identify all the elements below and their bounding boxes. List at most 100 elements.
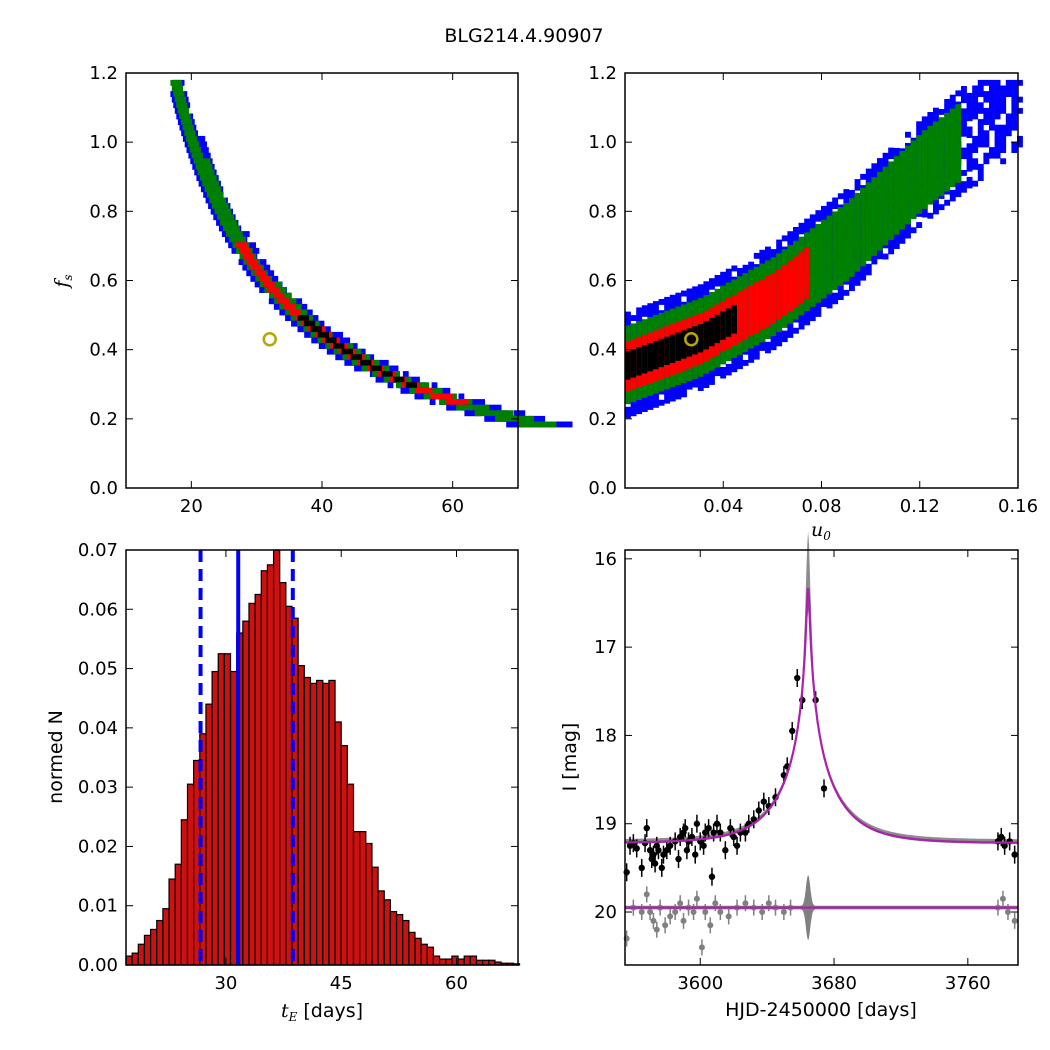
density-cell-green [888, 234, 895, 241]
density-cell-green [405, 376, 412, 383]
density-cell-blue [725, 369, 732, 376]
density-cell-green [804, 232, 811, 239]
density-cell-green [849, 243, 855, 249]
density-cell-red [787, 277, 794, 284]
density-cell-blue [977, 141, 984, 148]
density-cell-black [686, 328, 693, 335]
density-cell-green [843, 264, 850, 271]
density-cell-blue [994, 141, 1001, 148]
density-cell-green [251, 270, 257, 277]
y-tick-label: 1.2 [588, 63, 617, 84]
figure-title: BLG214.4.90907 [444, 25, 603, 47]
density-cell-red [781, 298, 788, 305]
density-cell-black [641, 345, 648, 351]
density-cell-black [658, 355, 665, 362]
density-cell-blue [709, 283, 715, 290]
density-cell-blue [955, 90, 962, 97]
density-cell-blue [653, 390, 659, 397]
residual-point [690, 909, 697, 916]
density-cell-green [826, 282, 833, 289]
density-cell-blue [184, 141, 191, 148]
residual-point [643, 891, 650, 898]
density-cell-black [658, 361, 665, 368]
density-cell-black [720, 334, 727, 340]
density-cell-green [215, 186, 222, 193]
density-cell-green [787, 250, 794, 257]
density-cell-blue [221, 231, 228, 237]
density-cell-red [686, 357, 693, 363]
density-cell-green [921, 158, 928, 165]
density-cell-green [921, 130, 928, 137]
density-cell-green [871, 233, 878, 240]
density-cell-green [826, 260, 833, 267]
density-cell-green [664, 316, 671, 323]
density-cell-green [905, 201, 911, 208]
density-cell-green [843, 214, 850, 221]
density-cell-blue [1011, 85, 1018, 92]
density-cell-green [905, 184, 911, 191]
density-cell-green [826, 266, 833, 272]
density-cell-green [361, 365, 368, 372]
density-cell-green [933, 177, 939, 184]
density-cell-blue [966, 165, 973, 172]
density-cell-green [737, 343, 743, 350]
density-cell-red [793, 273, 799, 280]
density-cell-green [815, 296, 822, 303]
density-cell-red [804, 253, 811, 260]
density-cell-red [389, 376, 396, 383]
density-cell-red [625, 380, 631, 387]
density-cell-blue [1005, 119, 1012, 125]
density-cell-green [195, 147, 201, 153]
data-point [692, 851, 699, 858]
density-cell-green [843, 236, 850, 243]
density-cell-green [653, 314, 659, 321]
histogram-bar [457, 958, 465, 966]
density-cell-black [386, 371, 393, 377]
density-cell-black [338, 343, 345, 349]
histogram-bar [303, 676, 312, 966]
density-cell-green [888, 195, 895, 201]
residual-point [999, 895, 1006, 902]
density-cell-blue [641, 310, 648, 317]
density-cell-red [776, 274, 783, 281]
density-cell-blue [675, 298, 682, 305]
density-cell-blue [737, 352, 743, 358]
y-axis-label: I [mag] [559, 723, 581, 792]
histogram-bar [408, 931, 416, 966]
density-cell-green [955, 109, 962, 116]
density-cell-red [793, 295, 799, 302]
axis-ticks: 20 40 600.00.20.40.60.81.01.2 [89, 63, 518, 517]
density-cell-green [899, 173, 906, 180]
density-cell-red [675, 327, 682, 334]
residual-point [780, 909, 787, 916]
density-cell-green [860, 221, 867, 228]
density-cell-green [809, 245, 816, 251]
density-cell-green [899, 195, 906, 202]
density-cell-blue [1005, 113, 1012, 120]
density-cell-green [355, 348, 362, 355]
density-cell-green [310, 331, 317, 338]
density-cell-red [692, 321, 699, 328]
density-cell-green [203, 169, 209, 176]
density-cell-green [276, 281, 282, 288]
density-cell-blue [837, 288, 844, 295]
density-cell-green [882, 194, 889, 201]
density-cell-blue [188, 152, 195, 159]
density-cell-green [220, 197, 227, 204]
density-cell-green [832, 239, 839, 246]
density-cell-green [636, 332, 643, 339]
density-cell-blue [495, 404, 502, 411]
density-cell-green [625, 398, 631, 405]
density-cell-blue [444, 387, 451, 394]
density-cell-green [854, 232, 861, 238]
density-cell-green [351, 359, 358, 366]
density-cell-green [826, 221, 833, 228]
density-cell-blue [776, 239, 783, 246]
residual-point [647, 909, 654, 916]
data-point [760, 798, 768, 805]
density-cell-green [899, 162, 906, 168]
density-cell-green [821, 259, 827, 265]
density-cell-blue [351, 343, 358, 349]
density-cell-black [725, 308, 732, 315]
density-cell-red [781, 292, 788, 299]
